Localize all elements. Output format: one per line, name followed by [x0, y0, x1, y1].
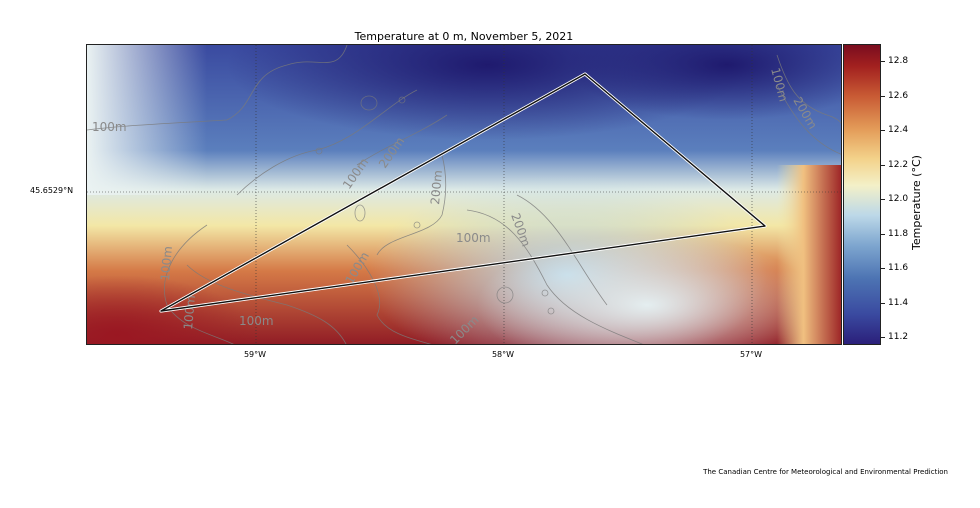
contour-label: 100m	[456, 231, 491, 245]
map-canvas: 100m 200m 100m 200m 100m 200m 100m 100m …	[87, 45, 841, 344]
latitude-label: 45.6529°N	[30, 186, 74, 195]
contour-label: 100m	[181, 295, 198, 331]
contour-label: 100m	[239, 314, 274, 328]
contour-label: 100m	[92, 120, 127, 134]
longitude-label: 59°W	[243, 350, 267, 359]
longitude-label: 58°W	[491, 350, 515, 359]
colorbar-title: Temperature (°C)	[910, 155, 923, 250]
contour-label: 100m	[158, 246, 175, 282]
colorbar-tick-label: 11.4	[888, 298, 909, 308]
contour-label: 200m	[428, 170, 445, 206]
area-polygon	[159, 72, 767, 313]
temperature-map: 100m 200m 100m 200m 100m 200m 100m 100m …	[86, 44, 842, 345]
colorbar-tick-label: 12.0	[888, 194, 909, 204]
colorbar-tick-label: 12.2	[888, 160, 909, 170]
colorbar-gradient	[844, 45, 880, 344]
colorbar	[843, 44, 881, 345]
longitude-label: 57°W	[739, 350, 763, 359]
colorbar-tick-label: 12.8	[888, 56, 909, 66]
colorbar-tick-label: 11.6	[888, 263, 909, 273]
credit-text: The Canadian Centre for Meteorological a…	[703, 468, 948, 476]
map-title: Temperature at 0 m, November 5, 2021	[354, 30, 574, 43]
colorbar-tick-label: 11.2	[888, 332, 909, 342]
colorbar-tick-label: 12.4	[888, 125, 909, 135]
colorbar-tick-label: 12.6	[888, 91, 909, 101]
colorbar-tick-label: 11.8	[888, 229, 909, 239]
